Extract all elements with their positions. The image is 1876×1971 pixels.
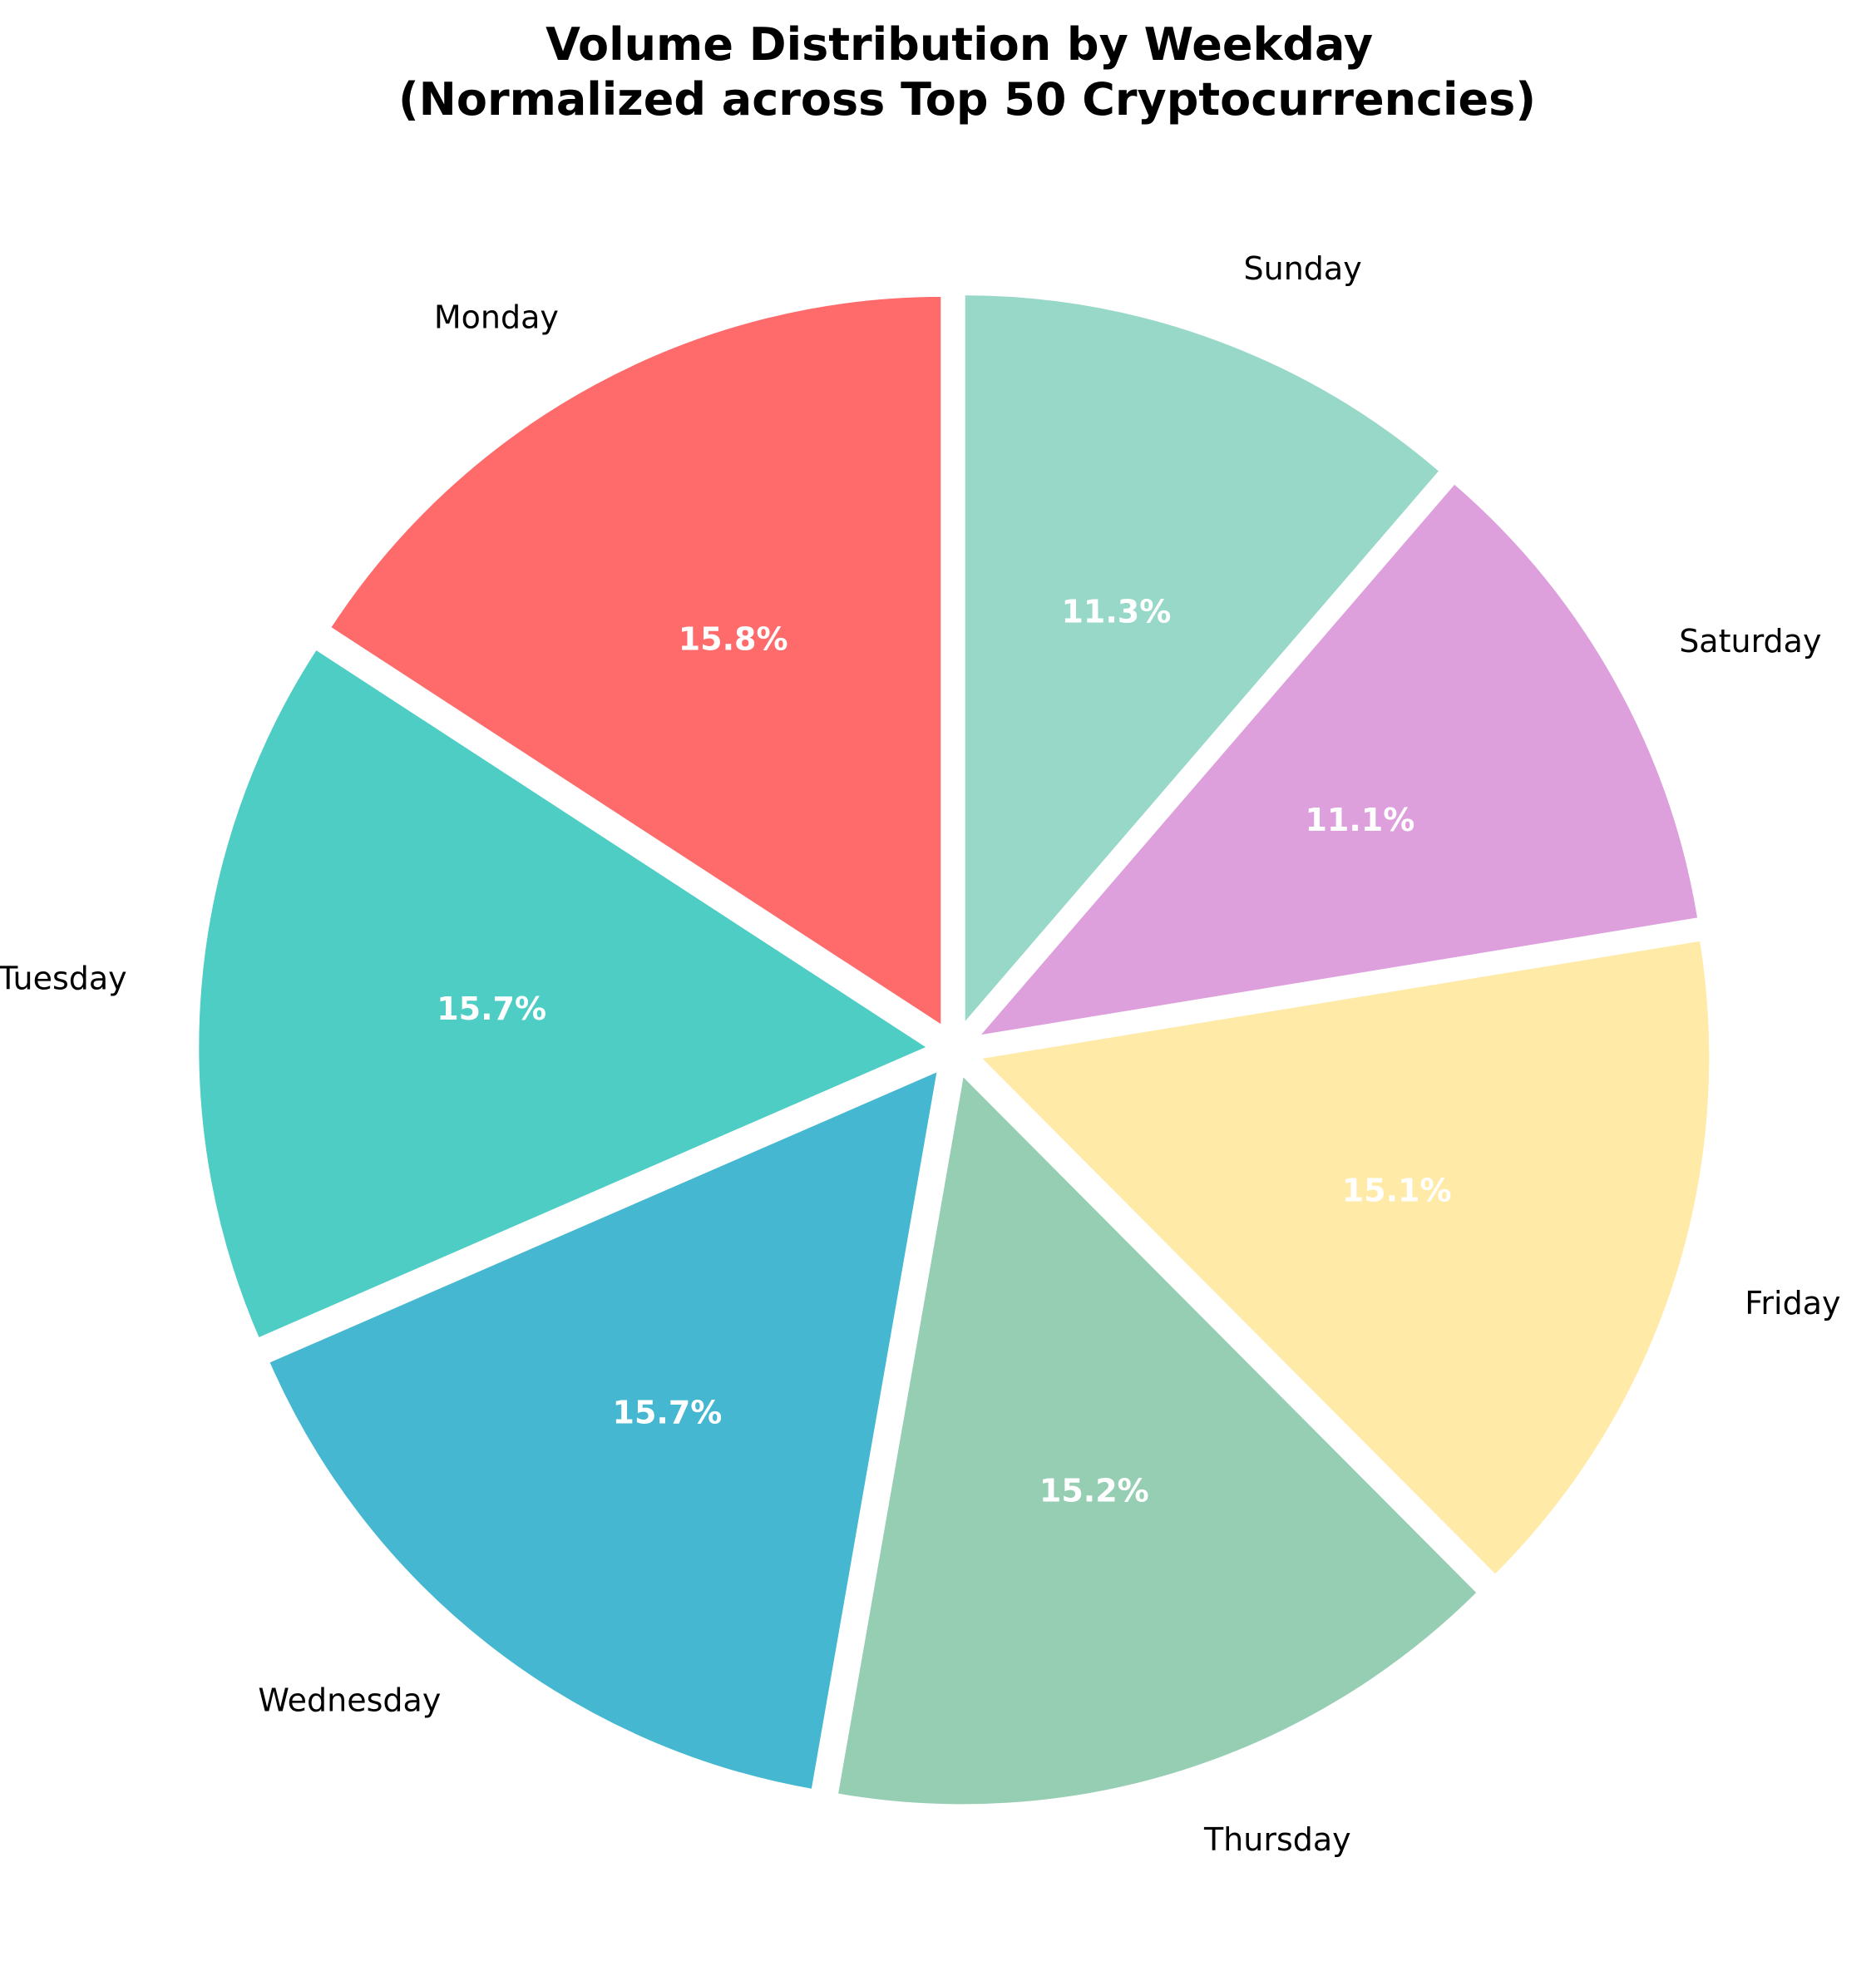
slice-label-sunday: Sunday bbox=[1244, 250, 1362, 287]
pie-slice-wednesday bbox=[265, 1066, 941, 1793]
pie-slices bbox=[195, 292, 1713, 1808]
chart-title-line-1: Volume Distribution by Weekday bbox=[546, 18, 1373, 71]
slice-label-friday: Friday bbox=[1745, 1285, 1840, 1321]
slice-label-thursday: Thursday bbox=[1203, 1821, 1351, 1858]
chart-title-line-2: (Normalized across Top 50 Cryptocurrenci… bbox=[398, 73, 1536, 126]
slice-percent-saturday: 11.1% bbox=[1305, 802, 1414, 838]
pie-slice-friday bbox=[975, 937, 1713, 1579]
slice-percent-wednesday: 15.7% bbox=[613, 1395, 723, 1431]
pie-labels: Monday 15.8% Tuesday 15.7% Wednesday 15.7% Thu… bbox=[0, 250, 1840, 1858]
slice-percent-friday: 15.1% bbox=[1342, 1173, 1452, 1209]
slice-percent-sunday: 11.3% bbox=[1061, 594, 1171, 630]
slice-label-tuesday: Tuesday bbox=[0, 960, 127, 996]
slice-label-wednesday: Wednesday bbox=[258, 1682, 441, 1718]
slice-percent-thursday: 15.2% bbox=[1039, 1473, 1149, 1509]
pie-slice-tuesday bbox=[195, 645, 933, 1342]
pie-slice-thursday bbox=[834, 1070, 1481, 1808]
pie-slice-monday bbox=[327, 293, 945, 1030]
slice-label-monday: Monday bbox=[434, 299, 559, 335]
chart-title: Volume Distribution by Weekday (Normaliz… bbox=[398, 18, 1536, 126]
slice-percent-monday: 15.8% bbox=[679, 620, 788, 657]
slice-label-saturday: Saturday bbox=[1679, 623, 1821, 659]
pie-slice-saturday bbox=[972, 480, 1701, 1040]
slice-percent-tuesday: 15.7% bbox=[437, 990, 546, 1027]
pie-slice-sunday bbox=[961, 292, 1444, 1030]
